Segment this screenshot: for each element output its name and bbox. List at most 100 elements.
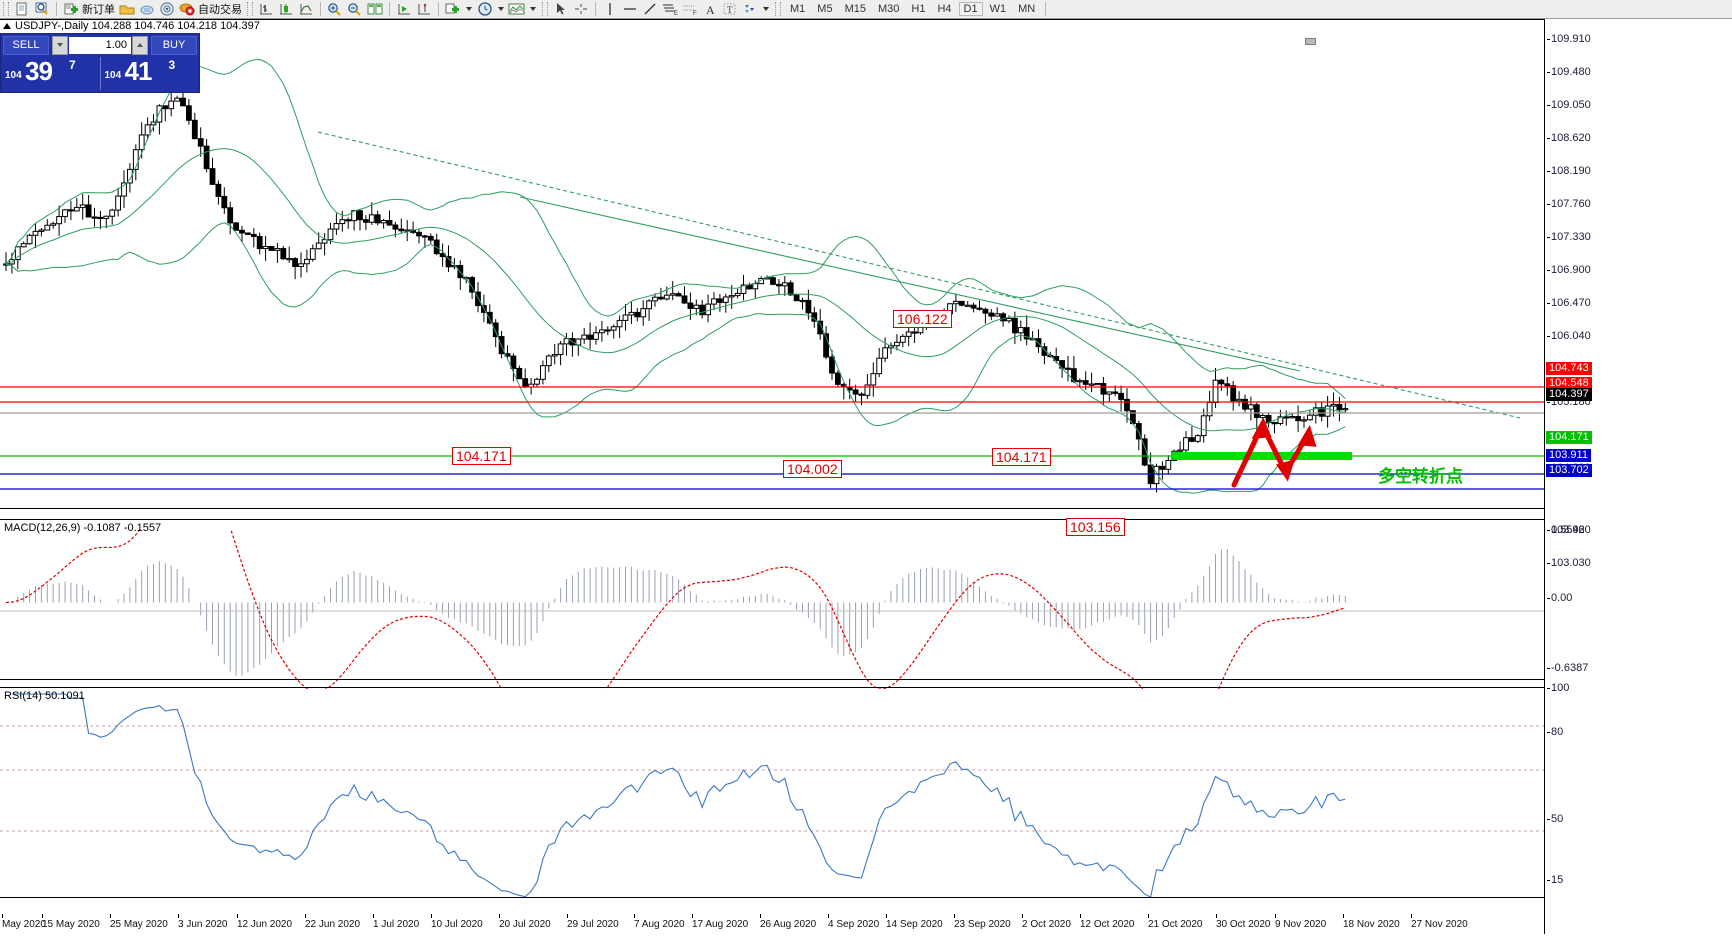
date-tick: 10 Jul 2020: [431, 914, 483, 930]
timeframe-w1[interactable]: W1: [989, 3, 1007, 15]
timeframe-h4[interactable]: H4: [937, 3, 952, 15]
one-click-trading-panel[interactable]: SELL 1.00 BUY 104 39 7 104 41 3: [0, 33, 200, 93]
bar-chart-icon[interactable]: [257, 1, 275, 17]
macd-tick: -0.6387: [1546, 662, 1589, 674]
price-badge-support-green: 104.171: [1546, 431, 1592, 444]
sell-quote[interactable]: 104 39 7: [1, 56, 100, 90]
objects-dropdown-caret-icon[interactable]: [763, 7, 769, 11]
date-tick: 14 Sep 2020: [886, 914, 943, 930]
buy-price-prefix: 104: [104, 70, 122, 81]
rsi-tick: 15: [1546, 874, 1564, 886]
buy-button[interactable]: BUY: [151, 36, 197, 55]
price-tick: 106.040: [1547, 330, 1591, 342]
templates-icon[interactable]: [508, 1, 526, 17]
date-tick: 9 Nov 2020: [1275, 914, 1327, 930]
svg-text:F: F: [693, 11, 697, 16]
collapse-triangle-icon[interactable]: [3, 22, 11, 29]
price-tick: 109.480: [1547, 66, 1591, 78]
objects-list-icon[interactable]: [741, 1, 759, 17]
cloud-icon[interactable]: [138, 1, 156, 17]
toolbar-grip[interactable]: [3, 2, 9, 16]
toolbar-grip-2[interactable]: [247, 2, 253, 16]
annotation-104171-right[interactable]: 104.171: [992, 448, 1051, 466]
date-tick: 3 Jun 2020: [178, 914, 228, 930]
folder-icon[interactable]: [118, 1, 136, 17]
price-tick: 107.330: [1547, 231, 1591, 243]
svg-text:A: A: [706, 3, 715, 16]
timeframe-m30[interactable]: M30: [877, 3, 900, 15]
price-axis[interactable]: 109.910 109.480 109.050 108.620 108.190 …: [1544, 19, 1732, 934]
magnifier-search-icon[interactable]: [33, 1, 51, 17]
text-object-icon[interactable]: T: [721, 1, 739, 17]
chart-shift-grabber[interactable]: [1305, 38, 1316, 45]
toolbar-grip-4[interactable]: [775, 2, 781, 16]
date-tick: 30 Oct 2020: [1216, 914, 1271, 930]
data-window-icon[interactable]: [395, 1, 413, 17]
lot-increase-button[interactable]: [132, 36, 148, 55]
buy-price-big: 41: [124, 56, 153, 86]
price-tick: 107.760: [1547, 198, 1591, 210]
price-badge-resistance-1: 104.743: [1546, 362, 1592, 375]
date-tick: May 2020: [2, 914, 46, 930]
timeframe-m15[interactable]: M15: [844, 3, 866, 15]
line-chart-icon[interactable]: [297, 1, 315, 17]
timeframe-m1[interactable]: M1: [790, 3, 806, 15]
horizontal-line-icon[interactable]: [621, 1, 639, 17]
cursor-icon[interactable]: [552, 1, 570, 17]
trendline-icon[interactable]: [641, 1, 659, 17]
signal-icon[interactable]: [158, 1, 176, 17]
equidistant-channel-icon[interactable]: F: [681, 1, 699, 17]
fibonacci-icon[interactable]: E: [661, 1, 679, 17]
annotation-106122[interactable]: 106.122: [893, 310, 952, 328]
timeframe-d1[interactable]: D1: [958, 2, 983, 16]
date-axis: May 2020 15 May 2020 25 May 2020 3 Jun 2…: [0, 914, 1544, 939]
text-label-icon[interactable]: A: [701, 1, 719, 17]
chart-symbol-bar: USDJPY-,Daily 104.288 104.746 104.218 10…: [0, 19, 260, 32]
autotrading-label[interactable]: 自动交易: [198, 4, 242, 16]
rsi-tick: 80: [1546, 726, 1564, 738]
quotes-row: 104 39 7 104 41 3: [1, 56, 200, 90]
document-icon[interactable]: [13, 1, 31, 17]
date-tick: 12 Oct 2020: [1080, 914, 1135, 930]
price-tick: 108.190: [1547, 165, 1591, 177]
templates-dropdown-caret-icon[interactable]: [530, 7, 536, 11]
period-dropdown-caret-icon[interactable]: [498, 7, 504, 11]
crosshair-icon[interactable]: [572, 1, 590, 17]
annotation-104171-left[interactable]: 104.171: [452, 447, 511, 465]
date-tick: 23 Sep 2020: [954, 914, 1011, 930]
lot-decrease-button[interactable]: [52, 36, 68, 55]
candlestick-chart-icon[interactable]: [277, 1, 295, 17]
indicators-add-icon[interactable]: [444, 1, 462, 17]
price-tick: 109.910: [1547, 33, 1591, 45]
new-order-label[interactable]: 新订单: [82, 4, 115, 16]
price-tick: 108.620: [1547, 132, 1591, 144]
rsi-label: RSI(14) 50.1091: [4, 690, 85, 702]
vertical-line-icon[interactable]: [601, 1, 619, 17]
sell-button[interactable]: SELL: [3, 36, 49, 55]
annotation-103156[interactable]: 103.156: [1066, 518, 1125, 536]
main-toolbar: 新订单 自动交易: [0, 0, 1732, 19]
svg-text:T: T: [727, 5, 733, 15]
sell-price-big: 39: [25, 56, 53, 86]
chart-canvas[interactable]: MACD(12,26,9) -0.1087 -0.1557 RSI(14) 50…: [0, 19, 1544, 934]
buy-quote[interactable]: 104 41 3: [101, 56, 200, 90]
price-tick: 106.900: [1547, 264, 1591, 276]
autotrading-icon[interactable]: [178, 1, 196, 17]
toolbar-grip-3[interactable]: [542, 2, 548, 16]
macd-tick: 0.5592: [1547, 524, 1585, 536]
indicators-dropdown-caret-icon[interactable]: [466, 7, 472, 11]
macd-series: [0, 529, 1544, 689]
zoom-out-icon[interactable]: [346, 1, 364, 17]
lot-size-input[interactable]: 1.00: [69, 37, 131, 54]
new-order-icon[interactable]: [62, 1, 80, 17]
period-clock-icon[interactable]: [476, 1, 494, 17]
expert-advisor-icon[interactable]: [415, 1, 433, 17]
buy-price-sup: 3: [168, 58, 176, 72]
zoom-in-icon[interactable]: [326, 1, 344, 17]
timeframe-h1[interactable]: H1: [911, 3, 926, 15]
tile-windows-icon[interactable]: [366, 1, 384, 17]
annotation-104002[interactable]: 104.002: [783, 460, 842, 478]
timeframe-m5[interactable]: M5: [817, 3, 833, 15]
annotation-turning-point-text[interactable]: 多空转折点: [1378, 467, 1463, 487]
timeframe-mn[interactable]: MN: [1018, 3, 1036, 15]
